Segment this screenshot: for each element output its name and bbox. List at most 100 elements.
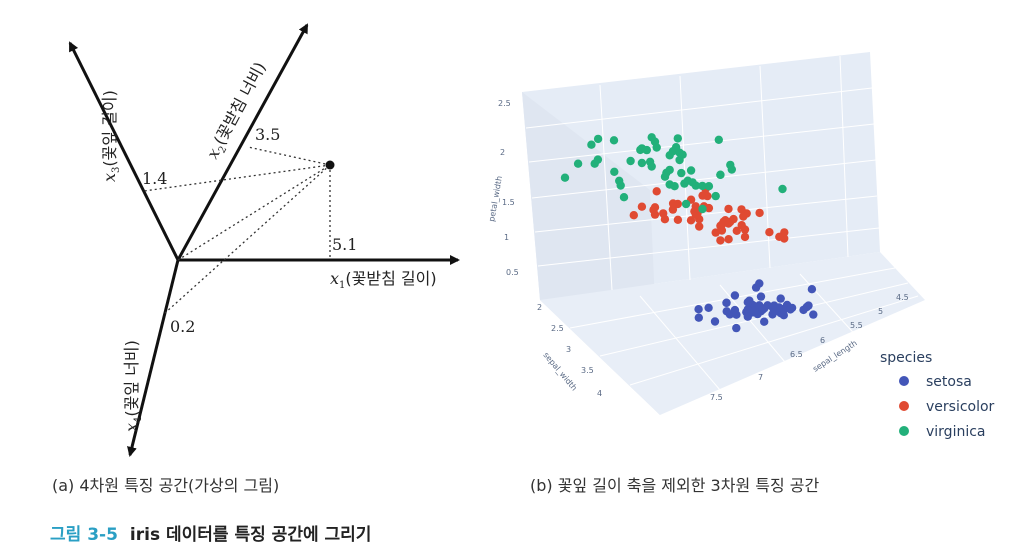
data-point-versicolor <box>686 216 696 225</box>
x-tick-label: 7 <box>758 373 763 382</box>
data-point-virginica <box>691 181 700 190</box>
projection-to-x3 <box>143 164 331 192</box>
data-point-setosa <box>743 298 752 307</box>
y-axis-title: sepal_width <box>541 351 578 393</box>
data-point-setosa <box>730 291 740 300</box>
data-point-setosa <box>743 312 752 321</box>
data-point-versicolor <box>652 187 661 196</box>
x3-value-label: 1.4 <box>142 169 167 188</box>
feature-space-4d-diagram: 5.1 3.5 1.4 0.2 x1(꽃받침 길이) x2(꽃받침 너비) x3… <box>68 23 460 457</box>
data-point-versicolor <box>724 204 733 214</box>
data-point-versicolor <box>755 208 764 218</box>
x-tick-label: 6.5 <box>790 350 803 359</box>
legend-label-versicolor: versicolor <box>926 399 995 415</box>
y-tick-label: 2.5 <box>551 324 564 333</box>
data-point-setosa <box>786 305 795 314</box>
figure-caption: 그림 3-5 iris 데이터를 특징 공간에 그리기 <box>50 520 371 545</box>
data-point-setosa <box>743 306 753 315</box>
figure-number: 그림 3-5 <box>50 525 118 545</box>
data-point-virginica <box>716 170 725 179</box>
data-point-versicolor <box>673 215 683 224</box>
z-tick-label: 2.5 <box>498 99 511 108</box>
data-point-setosa <box>694 313 703 322</box>
legend-title: species <box>880 350 932 366</box>
x-tick-label: 5 <box>878 307 883 316</box>
data-point-setosa <box>760 317 769 326</box>
x4-axis-label: x4(꽃잎 너비) <box>122 340 144 432</box>
legend-label-virginica: virginica <box>926 424 986 440</box>
data-point-setosa <box>732 310 741 319</box>
data-point-setosa <box>799 305 808 315</box>
x-tick-label: 5.5 <box>850 321 863 330</box>
projection-to-x2 <box>247 146 331 166</box>
data-point-setosa <box>774 303 784 312</box>
data-point-virginica <box>593 134 603 144</box>
data-point-setosa <box>809 310 818 319</box>
data-point-setosa <box>776 294 785 303</box>
x3-axis-label: x3(꽃잎 길이) <box>100 90 122 182</box>
data-point-virginica <box>665 165 674 175</box>
data-point-versicolor <box>668 205 678 214</box>
data-point-virginica <box>711 191 720 201</box>
data-point-virginica <box>610 167 619 176</box>
x-tick-label: 6 <box>820 336 825 345</box>
data-point-setosa <box>779 311 788 320</box>
data-point-virginica <box>560 173 570 182</box>
z-tick-label: 1.5 <box>502 198 515 207</box>
y-tick-label: 3.5 <box>581 366 594 375</box>
legend-marker-versicolor <box>899 401 909 411</box>
data-point-setosa <box>755 279 764 288</box>
x4-value-label: 0.2 <box>170 317 195 336</box>
data-point-virginica <box>642 145 651 155</box>
data-point-virginica <box>573 159 583 168</box>
z-tick-label: 1 <box>504 233 509 242</box>
z-tick-label: 2 <box>500 148 505 157</box>
data-point-versicolor <box>629 211 638 220</box>
data-point-virginica <box>698 204 707 214</box>
data-point-setosa <box>704 303 713 312</box>
data-point-virginica <box>673 134 682 143</box>
data-point-setosa <box>768 302 777 312</box>
data-point-setosa <box>710 317 720 326</box>
data-point-virginica <box>671 143 681 152</box>
data-point-setosa <box>722 307 731 316</box>
data-point-versicolor <box>716 236 725 245</box>
data-point-virginica <box>727 165 736 174</box>
y-tick-label: 3 <box>566 345 571 354</box>
x1-value-label: 5.1 <box>332 235 357 254</box>
x-tick-label: 7.5 <box>710 393 723 402</box>
data-point-virginica <box>678 150 687 159</box>
projection-to-x4 <box>164 164 331 314</box>
data-point-virginica <box>647 133 656 142</box>
data-point-versicolor <box>724 235 733 244</box>
data-point-virginica <box>652 143 661 152</box>
data-point-versicolor <box>650 203 660 212</box>
data-point-virginica <box>587 140 596 149</box>
data-point-virginica <box>626 156 635 166</box>
data-point-virginica <box>670 182 679 191</box>
data-point-versicolor <box>691 210 700 219</box>
data-point-versicolor <box>775 232 784 241</box>
data-point-virginica <box>647 162 656 171</box>
panel-a-caption: (a) 4차원 특징 공간(가상의 그림) <box>52 476 280 495</box>
data-point-versicolor <box>637 202 647 211</box>
data-point-virginica <box>714 135 723 144</box>
data-point-virginica <box>698 181 707 191</box>
data-point-setosa <box>732 323 741 333</box>
legend-label-setosa: setosa <box>926 374 972 390</box>
legend-marker-virginica <box>899 426 909 436</box>
data-point-setosa <box>758 305 767 314</box>
y-tick-label: 2 <box>537 303 542 312</box>
x-tick-label: 4.5 <box>896 293 909 302</box>
data-point-setosa <box>722 298 731 307</box>
data-point-versicolor <box>659 209 668 218</box>
data-point-versicolor <box>695 222 704 231</box>
data-point-virginica <box>619 193 629 202</box>
data-point-versicolor <box>717 226 727 235</box>
data-point-versicolor <box>721 216 730 225</box>
data-point-virginica <box>778 184 787 194</box>
data-point-setosa <box>750 306 759 316</box>
data-point-versicolor <box>703 191 712 201</box>
data-point-versicolor <box>739 212 748 221</box>
data-point-virginica <box>686 166 696 175</box>
